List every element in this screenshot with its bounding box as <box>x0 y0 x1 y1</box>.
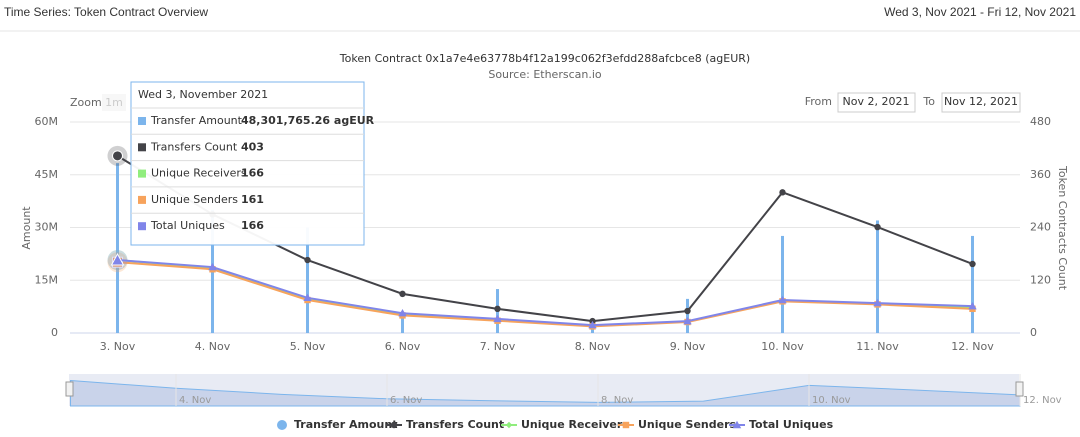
marker <box>683 316 692 325</box>
tooltip-value: 166 <box>241 167 264 180</box>
marker <box>874 223 881 231</box>
y2-tick-label: 120 <box>1030 273 1051 286</box>
from-input[interactable] <box>837 92 916 113</box>
tooltip-swatch <box>138 117 146 125</box>
x-tick-label: 9. Nov <box>670 340 706 353</box>
navigator-label: 4. Nov <box>179 395 211 406</box>
tooltip-series-name: Transfer Amount <box>150 114 243 127</box>
zoom-button-label[interactable]: 1m <box>105 96 123 109</box>
marker <box>303 293 312 302</box>
legend-label[interactable]: Transfer Amount <box>294 418 397 431</box>
to-input[interactable] <box>941 92 1021 113</box>
zoom-button[interactable] <box>102 94 126 111</box>
marker <box>588 320 597 329</box>
x-tick-label: 4. Nov <box>195 340 231 353</box>
y2-tick-label: 480 <box>1030 115 1051 128</box>
to-label: To <box>922 95 935 108</box>
marker <box>493 314 502 323</box>
to-value[interactable]: Nov 12, 2021 <box>944 95 1018 108</box>
chart-title: Token Contract 0x1a7e4e63778b4f12a199c06… <box>339 52 750 65</box>
legend-label[interactable]: Transfers Count <box>406 418 504 431</box>
marker <box>390 421 398 429</box>
tooltip-swatch <box>138 222 146 231</box>
navigator-label: 12. Nov <box>1023 395 1062 406</box>
marker <box>873 298 882 307</box>
marker <box>112 150 123 162</box>
y-tick-label: 45M <box>35 168 59 181</box>
tooltip-date: Wed 3, November 2021 <box>138 88 268 101</box>
tooltip-value: 48,301,765.26 agEUR <box>241 114 375 127</box>
bar <box>401 315 404 333</box>
line <box>117 259 973 327</box>
marker <box>779 189 786 196</box>
navigator-label: 6. Nov <box>390 395 422 406</box>
bar <box>591 329 594 333</box>
x-tick-label: 6. Nov <box>385 340 421 353</box>
x-tick-label: 3. Nov <box>100 340 136 353</box>
bar <box>781 235 784 333</box>
y-tick-label: 0 <box>51 326 58 339</box>
zoom-label: Zoom <box>70 96 102 109</box>
x-tick-label: 7. Nov <box>480 340 516 353</box>
from-label: From <box>805 95 832 108</box>
marker <box>968 301 977 310</box>
legend-label[interactable]: Unique Senders <box>638 418 737 431</box>
bar <box>306 227 309 333</box>
marker <box>505 421 513 429</box>
tooltip-swatch <box>138 195 146 204</box>
legend-label[interactable]: Unique Receivers <box>521 418 629 431</box>
navigator-label: 10. Nov <box>812 395 851 406</box>
marker <box>969 260 976 268</box>
page-title: Time Series: Token Contract Overview <box>4 5 208 19</box>
y2-tick-label: 0 <box>1030 326 1037 339</box>
from-value[interactable]: Nov 2, 2021 <box>843 95 910 108</box>
marker <box>398 309 407 317</box>
marker <box>684 307 691 315</box>
bar <box>876 220 879 333</box>
y-tick-label: 60M <box>35 115 59 128</box>
chart-subtitle: Source: Etherscan.io <box>488 68 602 81</box>
y2-tick-label: 240 <box>1030 221 1051 234</box>
tooltip-series-name: Unique Receivers <box>151 167 247 180</box>
marker <box>778 295 787 304</box>
navigator-handle[interactable] <box>1015 381 1024 397</box>
tooltip-value: 161 <box>241 193 264 206</box>
navigator-label: 8. Nov <box>601 395 633 406</box>
line <box>117 261 973 328</box>
tooltip-series-name: Total Uniques <box>150 219 225 232</box>
x-tick-label: 11. Nov <box>856 340 899 353</box>
y2-tick-label: 360 <box>1030 168 1051 181</box>
bar <box>116 163 119 333</box>
marker <box>399 290 406 298</box>
navigator-handle[interactable] <box>65 381 74 397</box>
marker <box>494 305 501 313</box>
x-tick-label: 5. Nov <box>290 340 326 353</box>
y2-axis-title: Token Contracts Count <box>1056 165 1069 291</box>
bar <box>971 235 974 333</box>
x-tick-label: 8. Nov <box>575 340 611 353</box>
marker <box>732 420 742 429</box>
y-tick-label: 15M <box>35 273 59 286</box>
tooltip-value: 403 <box>241 140 264 153</box>
marker <box>304 256 311 264</box>
y-tick-label: 30M <box>35 221 59 234</box>
marker <box>208 262 217 271</box>
bar <box>686 298 689 333</box>
x-tick-label: 12. Nov <box>951 340 994 353</box>
y-axis-title: Amount <box>20 206 33 250</box>
tooltip-value: 166 <box>241 219 264 232</box>
legend-label[interactable]: Total Uniques <box>749 418 834 431</box>
tooltip-box <box>130 81 365 246</box>
tooltip-series-name: Unique Senders <box>151 193 238 206</box>
legend-symbol <box>277 420 287 430</box>
tooltip-swatch <box>138 143 146 152</box>
x-tick-label: 10. Nov <box>761 340 804 353</box>
marker <box>622 421 630 429</box>
marker <box>110 252 125 266</box>
date-range: Wed 3, Nov 2021 - Fri 12, Nov 2021 <box>884 5 1076 19</box>
tooltip-series-name: Transfers Count <box>150 140 238 153</box>
tooltip-swatch <box>138 169 146 178</box>
tooltip: Wed 3, November 2021 Transfer Amount 48,30… <box>130 81 375 246</box>
